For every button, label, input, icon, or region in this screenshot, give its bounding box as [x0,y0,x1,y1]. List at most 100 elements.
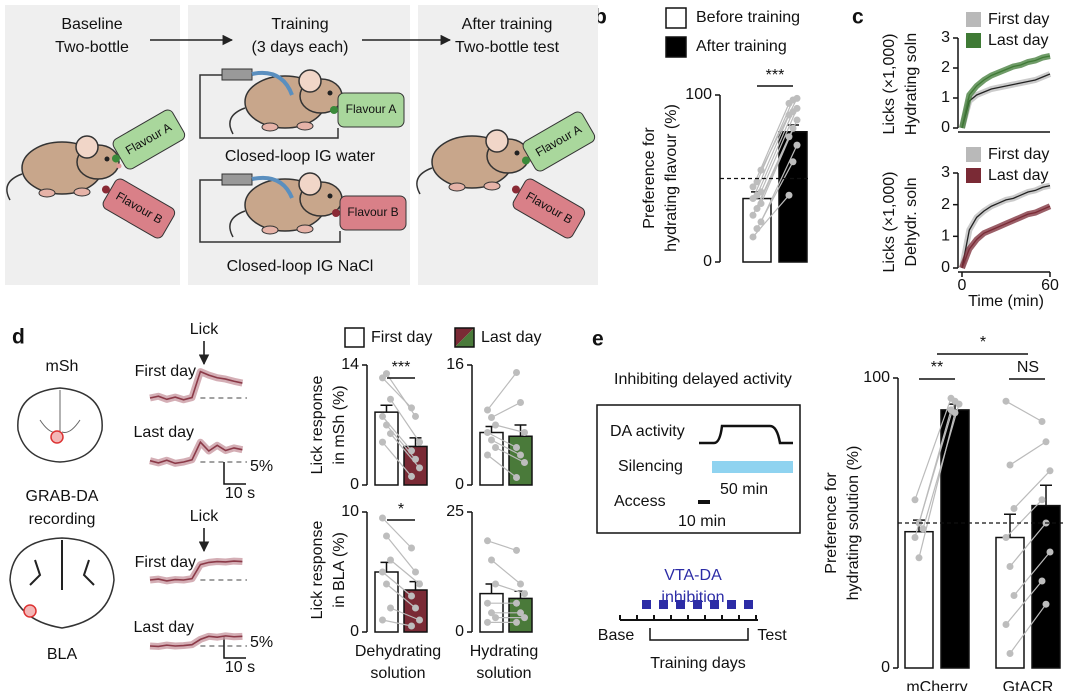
series-band [959,53,1051,129]
pump [221,173,253,186]
loop-label: Closed-loop IG NaCl [227,258,374,275]
y-tick-label: 0 [703,253,712,270]
point [488,556,495,564]
series-band [959,71,1052,129]
point [1006,650,1014,657]
point [387,604,394,612]
y-axis-label: in mSh (%) [331,385,348,464]
point [488,414,495,421]
error-bar [1040,484,1052,506]
y-tick-label: 3 [941,164,950,181]
point [513,369,520,376]
point [416,438,423,446]
point [484,537,491,545]
point [757,218,765,226]
point [484,451,491,459]
point [757,200,765,208]
y-tick-label: 0 [350,476,359,493]
duration-label: 50 min [720,481,768,498]
y-tick-label: 1 [941,89,950,106]
point [492,444,499,451]
significance: NS [1017,359,1039,376]
pair-line [491,439,521,456]
pair-line [487,540,517,551]
pair-line [495,583,525,595]
y-axis-label: Preference for [823,472,840,574]
x-tick-label: mCherry [906,679,967,691]
scale-label: 5% [250,634,273,651]
recording-site [23,604,37,618]
y-axis-label: Licks (×1,000) [881,172,898,273]
legend-swatch [665,7,687,29]
legend-swatch [665,36,687,58]
point [793,104,801,112]
point [383,421,390,429]
point [749,183,757,191]
y-tick-label: 100 [685,86,712,103]
bottle-spout [330,106,338,114]
point [1042,438,1050,446]
point [379,568,386,576]
pair-line [491,401,521,419]
pair-line [756,111,794,196]
x-tick-label: GtACR [1003,679,1054,691]
trace-label: Last day [134,424,194,441]
tube [251,71,294,96]
y-tick-label: 3 [941,29,950,46]
pair-line [918,412,956,558]
point [1038,496,1046,504]
legend-label: First day [371,329,432,346]
point [387,430,394,438]
point [753,225,761,233]
point [517,451,524,459]
legend-swatch [455,328,474,347]
panel-letter: d [12,326,25,349]
point [517,580,524,588]
bottle: Flavour B [332,195,407,231]
pair-line [1009,603,1047,654]
lick-label: Lick [190,508,219,525]
pair-line [390,607,420,621]
inhibition-block [710,600,719,609]
condition-label: Hydrating [470,643,538,660]
trace-label: Last day [134,619,194,636]
point [513,599,520,607]
protocol-row: Silencing [618,458,683,475]
point [416,580,423,588]
y-tick-label: 0 [941,259,950,276]
timeline-title: Training days [650,655,745,672]
point [492,614,499,622]
point [757,166,765,174]
duration-label: 10 min [678,513,726,530]
protocol-row: Access [614,493,666,510]
point [911,496,919,504]
pair-line [382,441,412,477]
bottle-spout [111,154,120,163]
panel-e-diagram: Inhibiting delayed activity DA activity … [596,371,801,672]
y-axis-label: hydrating solution (%) [845,446,862,601]
significance: * [398,501,404,518]
point [793,94,801,102]
bar [995,536,1025,669]
scale-bar [223,462,246,485]
y-tick-label: 0 [941,119,950,136]
point [517,399,524,406]
scale-bar [223,636,246,659]
pair-line [1009,522,1047,567]
point [521,459,528,466]
significance: * [980,334,986,351]
series-line [961,185,1051,269]
point [753,178,761,186]
pair-line [382,571,412,597]
legend-swatch-border [454,327,475,348]
pair-line [491,559,521,585]
point [408,622,415,630]
point [408,447,415,455]
significance: *** [766,67,785,84]
point [789,124,797,132]
panel-letter: e [592,328,604,351]
pump [221,68,253,81]
timeline-label: Test [757,627,787,644]
